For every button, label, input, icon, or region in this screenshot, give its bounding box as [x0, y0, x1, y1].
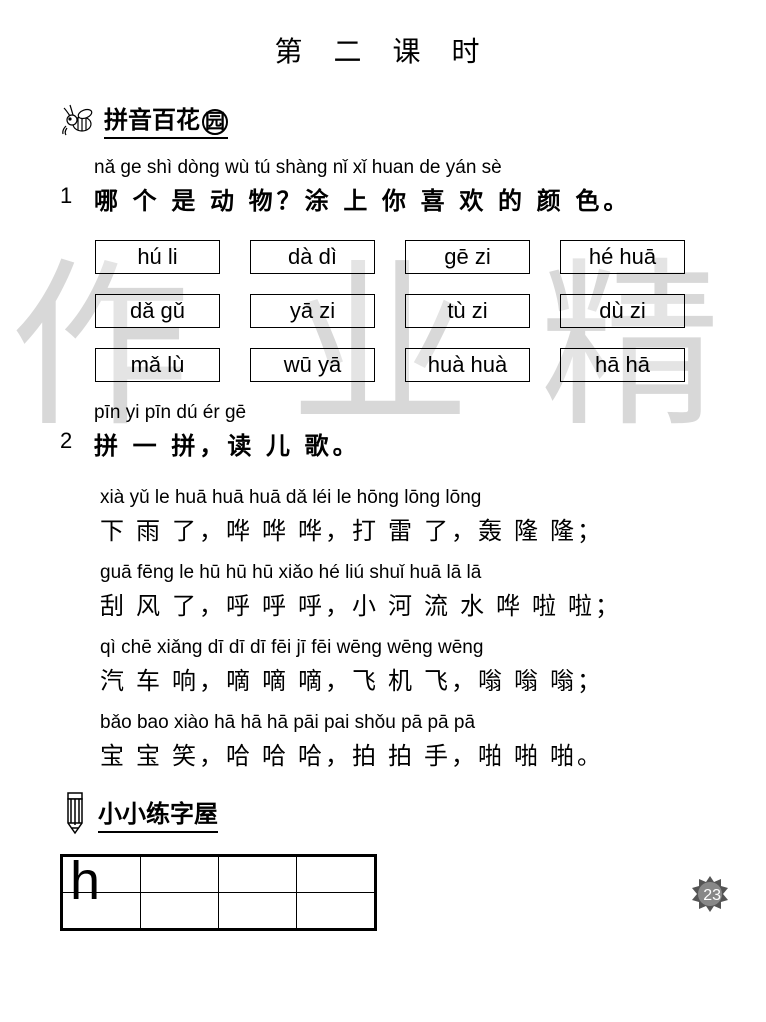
section-title: 拼音百花园: [104, 100, 228, 139]
exercise-pinyin: nǎ ge shì dòng wù tú shàng nǐ xǐ huan de…: [94, 157, 631, 179]
practice-letter: h: [70, 850, 100, 912]
poem-line: bǎo bao xiào hā hā hā pāi pai shǒu pā pā…: [100, 712, 766, 771]
word-row: mǎ lù wū yā huà huà hā hā: [95, 348, 766, 382]
section-title: 小小练字屋: [98, 794, 218, 833]
poem-hanzi: 刮 风 了，呼 呼 呼，小 河 流 水 哗 啦 啦；: [100, 586, 766, 621]
page-title: 第 二 课 时: [0, 0, 766, 70]
practice-table: [62, 856, 375, 929]
pencil-icon: [60, 791, 90, 836]
practice-grid: h: [60, 854, 377, 931]
word-box: hé huā: [560, 240, 685, 274]
exercise-number: 1: [60, 183, 90, 209]
exercise-1: 1 nǎ ge shì dòng wù tú shàng nǐ xǐ huan …: [60, 157, 766, 216]
word-box: dǎ gǔ: [95, 294, 220, 328]
poem-pinyin: xià yǔ le huā huā huā dǎ léi le hōng lōn…: [100, 487, 766, 509]
exercise-hanzi: 拼 一 拼，读 儿 歌。: [94, 426, 361, 461]
poem-line: guā fēng le hū hū hū xiǎo hé liú shuǐ hu…: [100, 562, 766, 621]
poem-line: qì chē xiǎng dī dī dī fēi jī fēi wēng wē…: [100, 637, 766, 696]
poem-pinyin: guā fēng le hū hū hū xiǎo hé liú shuǐ hu…: [100, 562, 766, 584]
word-box: wū yā: [250, 348, 375, 382]
word-box: hú li: [95, 240, 220, 274]
word-box: huà huà: [405, 348, 530, 382]
poem-pinyin: bǎo bao xiào hā hā hā pāi pai shǒu pā pā…: [100, 712, 766, 734]
word-grid: hú li dà dì gē zi hé huā dǎ gǔ yā zi tù …: [95, 240, 766, 382]
poem-hanzi: 下 雨 了，哗 哗 哗，打 雷 了，轰 隆 隆；: [100, 511, 766, 546]
word-box: yā zi: [250, 294, 375, 328]
word-box: hā hā: [560, 348, 685, 382]
poem-pinyin: qì chē xiǎng dī dī dī fēi jī fēi wēng wē…: [100, 637, 766, 659]
exercise-pinyin: pīn yi pīn dú ér gē: [94, 402, 361, 424]
poem-hanzi: 汽 车 响，嘀 嘀 嘀，飞 机 飞，嗡 嗡 嗡；: [100, 661, 766, 696]
section-header-practice: 小小练字屋: [60, 791, 766, 836]
poem-line: xià yǔ le huā huā huā dǎ léi le hōng lōn…: [100, 487, 766, 546]
poem-hanzi: 宝 宝 笑，哈 哈 哈，拍 拍 手，啪 啪 啪。: [100, 736, 766, 771]
poem: xià yǔ le huā huā huā dǎ léi le hōng lōn…: [100, 487, 766, 771]
word-box: mǎ lù: [95, 348, 220, 382]
exercise-2: 2 pīn yi pīn dú ér gē 拼 一 拼，读 儿 歌。: [60, 402, 766, 461]
word-box: dà dì: [250, 240, 375, 274]
word-box: dù zi: [560, 294, 685, 328]
section-header-pinyin-garden: 拼音百花园: [60, 100, 766, 139]
page-number: 23: [703, 887, 721, 905]
word-row: dǎ gǔ yā zi tù zi dù zi: [95, 294, 766, 328]
exercise-hanzi: 哪 个 是 动 物？涂 上 你 喜 欢 的 颜 色。: [94, 181, 631, 216]
bee-icon: [60, 102, 100, 137]
circle-char: 园: [202, 109, 228, 135]
exercise-number: 2: [60, 428, 90, 454]
word-row: hú li dà dì gē zi hé huā: [95, 240, 766, 274]
word-box: gē zi: [405, 240, 530, 274]
word-box: tù zi: [405, 294, 530, 328]
